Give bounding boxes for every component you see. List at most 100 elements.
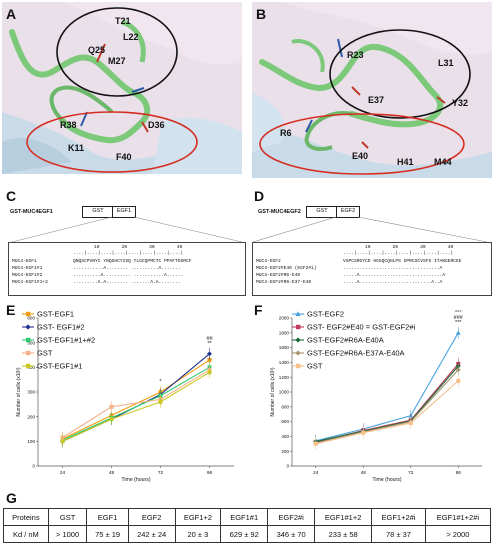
y-tick-label: 200 <box>281 449 289 454</box>
significance-marker: ** <box>207 341 212 347</box>
series-line <box>62 366 210 441</box>
data-point <box>109 404 114 409</box>
legend-label: GST <box>37 349 53 358</box>
y-tick-label: 0 <box>32 464 35 469</box>
alignment-box-c: 10 20 30 40 ....|....|....|....|....|...… <box>8 242 246 296</box>
table-header-cell: EGF2 <box>127 508 176 526</box>
residue-label: R38 <box>60 120 77 130</box>
sequence: QNQSCPVNYC YNQGHCYISQ TLGCQPMCTC PPAFTDS… <box>73 259 192 264</box>
data-point <box>408 421 413 426</box>
significance-marker: * <box>159 379 162 385</box>
legend-label: GST-EGF1#1 <box>37 362 82 371</box>
table-row: Kd / nM > 1000 75 ± 19 242 ± 24 20 ± 3 6… <box>3 525 492 543</box>
legend-marker <box>295 311 301 316</box>
legend-label: GST-EGF2 <box>307 310 344 319</box>
y-tick-label: 1200 <box>279 375 290 380</box>
table-header-row: Proteins GST EGF1 EGF2 EGF1+2 EGF1#1 EGF… <box>3 508 492 526</box>
table-cell: 629 ± 92 <box>220 525 269 543</box>
x-tick-label: 96 <box>207 470 213 476</box>
residue-label: E37 <box>368 95 385 105</box>
series-line <box>62 371 210 442</box>
y-tick-label: 500 <box>27 340 35 345</box>
significance-marker: ## <box>206 336 213 342</box>
residue-label: L31 <box>438 58 454 68</box>
legend-label: GST- EGF2#E40 = GST-EGF2#i <box>307 323 415 332</box>
residue-label: F40 <box>116 152 132 162</box>
series-line <box>315 380 459 445</box>
table-header-cell: EGF1#1 <box>220 508 269 526</box>
sequence-name: MUC4-EGF1#2 <box>12 273 43 278</box>
residue-label: M44 <box>434 157 452 167</box>
y-tick-label: 1000 <box>279 390 290 395</box>
table-header-cell: EGF1+2 <box>174 508 222 526</box>
alignment-ruler: 10 20 30 40 <box>365 245 454 250</box>
panel-label-c: C <box>6 188 17 204</box>
residue-label: R23 <box>347 50 364 60</box>
table-header-cell: EGF1+2#i <box>371 508 426 526</box>
table-cell: 20 ± 3 <box>174 525 222 543</box>
legend-marker <box>26 337 31 343</box>
y-tick-label: 2000 <box>279 316 290 321</box>
residue-label: D36 <box>148 120 165 130</box>
structure-image-a <box>2 2 242 174</box>
legend-marker <box>296 363 301 369</box>
legend-label: GST-EGF1 <box>37 310 74 319</box>
residue-label: R6 <box>280 128 292 138</box>
growth-chart-egf1: 0 100 200 300 400 500 600 24 48 72 96 Time (hours) N… <box>16 310 234 483</box>
table-cell: 75 ± 19 <box>86 525 129 543</box>
x-axis-label: Time (hours) <box>121 477 150 483</box>
series-line <box>315 369 459 444</box>
series-line <box>62 369 210 439</box>
y-tick-label: 600 <box>281 419 289 424</box>
residue-label: Q25 <box>88 45 106 55</box>
y-tick-label: 400 <box>281 434 289 439</box>
sequence: ...........A........ ..........A....... <box>73 266 181 271</box>
sequence-name: MUC4-EGF2 <box>256 259 281 264</box>
residue-label: T21 <box>115 16 131 26</box>
sequence: .........A.A........ .......A.A........ <box>73 280 181 285</box>
alignment-ruler: 10 20 30 40 <box>94 245 183 250</box>
y-axis-label: Number of cells (x10³) <box>16 367 22 417</box>
alignment-ticks: ....|....|....|....|....|....|....|....| <box>73 251 184 256</box>
data-point <box>60 439 65 444</box>
sequence: VSPCSRGYCD HGGQCQHLPS GPRCSCVSFS ITANGER… <box>343 259 462 264</box>
y-tick-label: 1400 <box>279 360 290 365</box>
x-tick-label: 24 <box>60 470 66 476</box>
significance-marker: *** <box>455 320 462 326</box>
residue-label: H41 <box>397 157 414 167</box>
sequence-name: MUC4-EGF2#E40 (EGF2#i) <box>256 266 317 271</box>
sequence-name: MUC4-EGF1#1+2 <box>12 280 48 285</box>
y-tick-label: 200 <box>27 414 35 419</box>
panel-label-b: B <box>256 6 267 22</box>
sequence-name: MUC4-EGF1 <box>12 259 37 264</box>
legend-marker <box>26 363 31 369</box>
y-tick-label: 600 <box>27 316 35 321</box>
legend-label: GST-EGF2#R6A-E40A <box>307 336 384 345</box>
y-tick-label: 400 <box>27 365 35 370</box>
legend-marker <box>25 324 31 330</box>
sequence-name: MUC4-EGF2#R6-E40 <box>256 273 301 278</box>
panel-label-d: D <box>254 188 265 204</box>
data-point <box>158 399 163 404</box>
table-header-cell: EGF2#i <box>267 508 316 526</box>
legend-label: GST-EGF2#R6A-E37A-E40A <box>307 349 405 358</box>
panel-label-a: A <box>6 6 17 22</box>
legend-label: GST- EGF1#2 <box>37 323 85 332</box>
residue-label: E40 <box>352 151 369 161</box>
significance-marker: ### <box>454 315 464 321</box>
sequence: ...................................A <box>343 266 443 271</box>
y-tick-label: 1600 <box>279 345 290 350</box>
data-point <box>207 370 212 375</box>
legend-label: GST <box>307 362 323 371</box>
legend-marker <box>26 311 31 317</box>
data-point <box>455 330 461 335</box>
series-line <box>315 332 459 442</box>
data-point <box>207 357 212 362</box>
residue-label: L22 <box>123 32 139 42</box>
x-tick-label: 72 <box>158 470 164 476</box>
egf-domain-box: EGF2 <box>336 206 360 218</box>
table-header-cell: EGF1 <box>86 508 129 526</box>
legend-marker <box>26 350 31 356</box>
series-line <box>315 363 459 443</box>
construct-label: GST-MUC4EGF2 <box>258 209 301 215</box>
